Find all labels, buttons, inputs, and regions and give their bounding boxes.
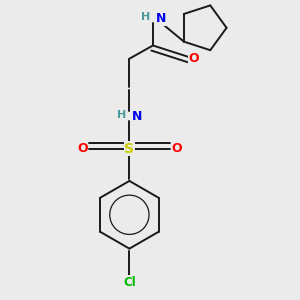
Text: N: N [132, 110, 143, 123]
Text: O: O [77, 142, 88, 155]
Text: N: N [156, 13, 166, 26]
Text: H: H [117, 110, 126, 120]
Text: O: O [189, 52, 200, 65]
Text: H: H [141, 13, 150, 22]
Text: O: O [171, 142, 182, 155]
Text: Cl: Cl [123, 276, 136, 289]
Text: S: S [124, 142, 134, 155]
